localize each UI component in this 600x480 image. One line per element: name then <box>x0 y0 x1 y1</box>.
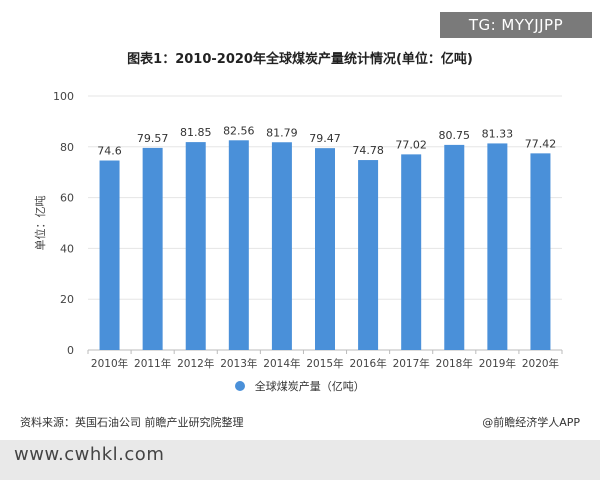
bar <box>185 142 206 350</box>
data-label: 81.33 <box>482 127 514 140</box>
bar <box>444 144 465 350</box>
chart-legend: 全球煤炭产量（亿吨） <box>0 378 600 394</box>
x-tick-label: 2015年 <box>306 357 343 370</box>
data-label: 74.6 <box>97 145 122 158</box>
x-tick-label: 2010年 <box>91 357 128 370</box>
bar-chart: 0 20 40 60 80 100 单位：亿吨 74.6 2010年 79.57 2011年 81.8… <box>33 90 563 370</box>
data-label: 79.47 <box>309 132 341 145</box>
bar <box>315 148 335 350</box>
y-axis-label: 单位：亿吨 <box>33 196 47 251</box>
bar <box>228 140 249 350</box>
source-note: 资料来源：英国石油公司 前瞻产业研究院整理 <box>20 416 244 429</box>
y-tick-label: 20 <box>60 293 74 306</box>
legend-swatch <box>235 381 246 391</box>
chart-title: 图表1：2010-2020年全球煤炭产量统计情况(单位：亿吨) <box>127 52 473 67</box>
x-tick-label: 2014年 <box>263 357 300 370</box>
bar <box>530 153 551 350</box>
y-tick-label: 40 <box>60 242 74 255</box>
x-tick-label: 2018年 <box>436 357 473 370</box>
url-banner <box>0 440 600 480</box>
x-tick-label: 2012年 <box>177 357 214 370</box>
data-label: 77.02 <box>395 138 427 151</box>
y-tick-label: 0 <box>67 344 74 357</box>
data-label: 81.79 <box>266 126 298 139</box>
data-label: 74.78 <box>352 144 384 157</box>
watermark-label: TG: MYYJJPP <box>440 12 592 38</box>
bar <box>358 160 379 350</box>
bar <box>142 147 163 350</box>
x-tick-label: 2016年 <box>349 357 386 370</box>
y-tick-label: 100 <box>53 90 74 103</box>
x-tick-label: 2013年 <box>220 357 257 370</box>
data-label: 77.42 <box>525 137 557 150</box>
x-tick-label: 2011年 <box>134 357 171 370</box>
data-label: 81.85 <box>180 126 212 139</box>
x-tick-label: 2019年 <box>479 357 516 370</box>
data-label: 79.57 <box>137 132 169 145</box>
x-tick-label: 2017年 <box>393 357 430 370</box>
data-label: 82.56 <box>223 124 255 137</box>
brand-note: @前瞻经济学人APP <box>482 416 580 429</box>
y-tick-label: 60 <box>60 192 74 205</box>
bar <box>401 154 422 350</box>
data-label: 80.75 <box>439 129 471 142</box>
bar <box>99 160 120 350</box>
bar <box>487 143 508 350</box>
y-tick-label: 80 <box>60 141 74 154</box>
legend-label: 全球煤炭产量（亿吨） <box>254 380 365 393</box>
url-text: www.cwhkl.com <box>14 444 165 465</box>
x-tick-label: 2020年 <box>522 357 559 370</box>
bar <box>271 142 292 350</box>
